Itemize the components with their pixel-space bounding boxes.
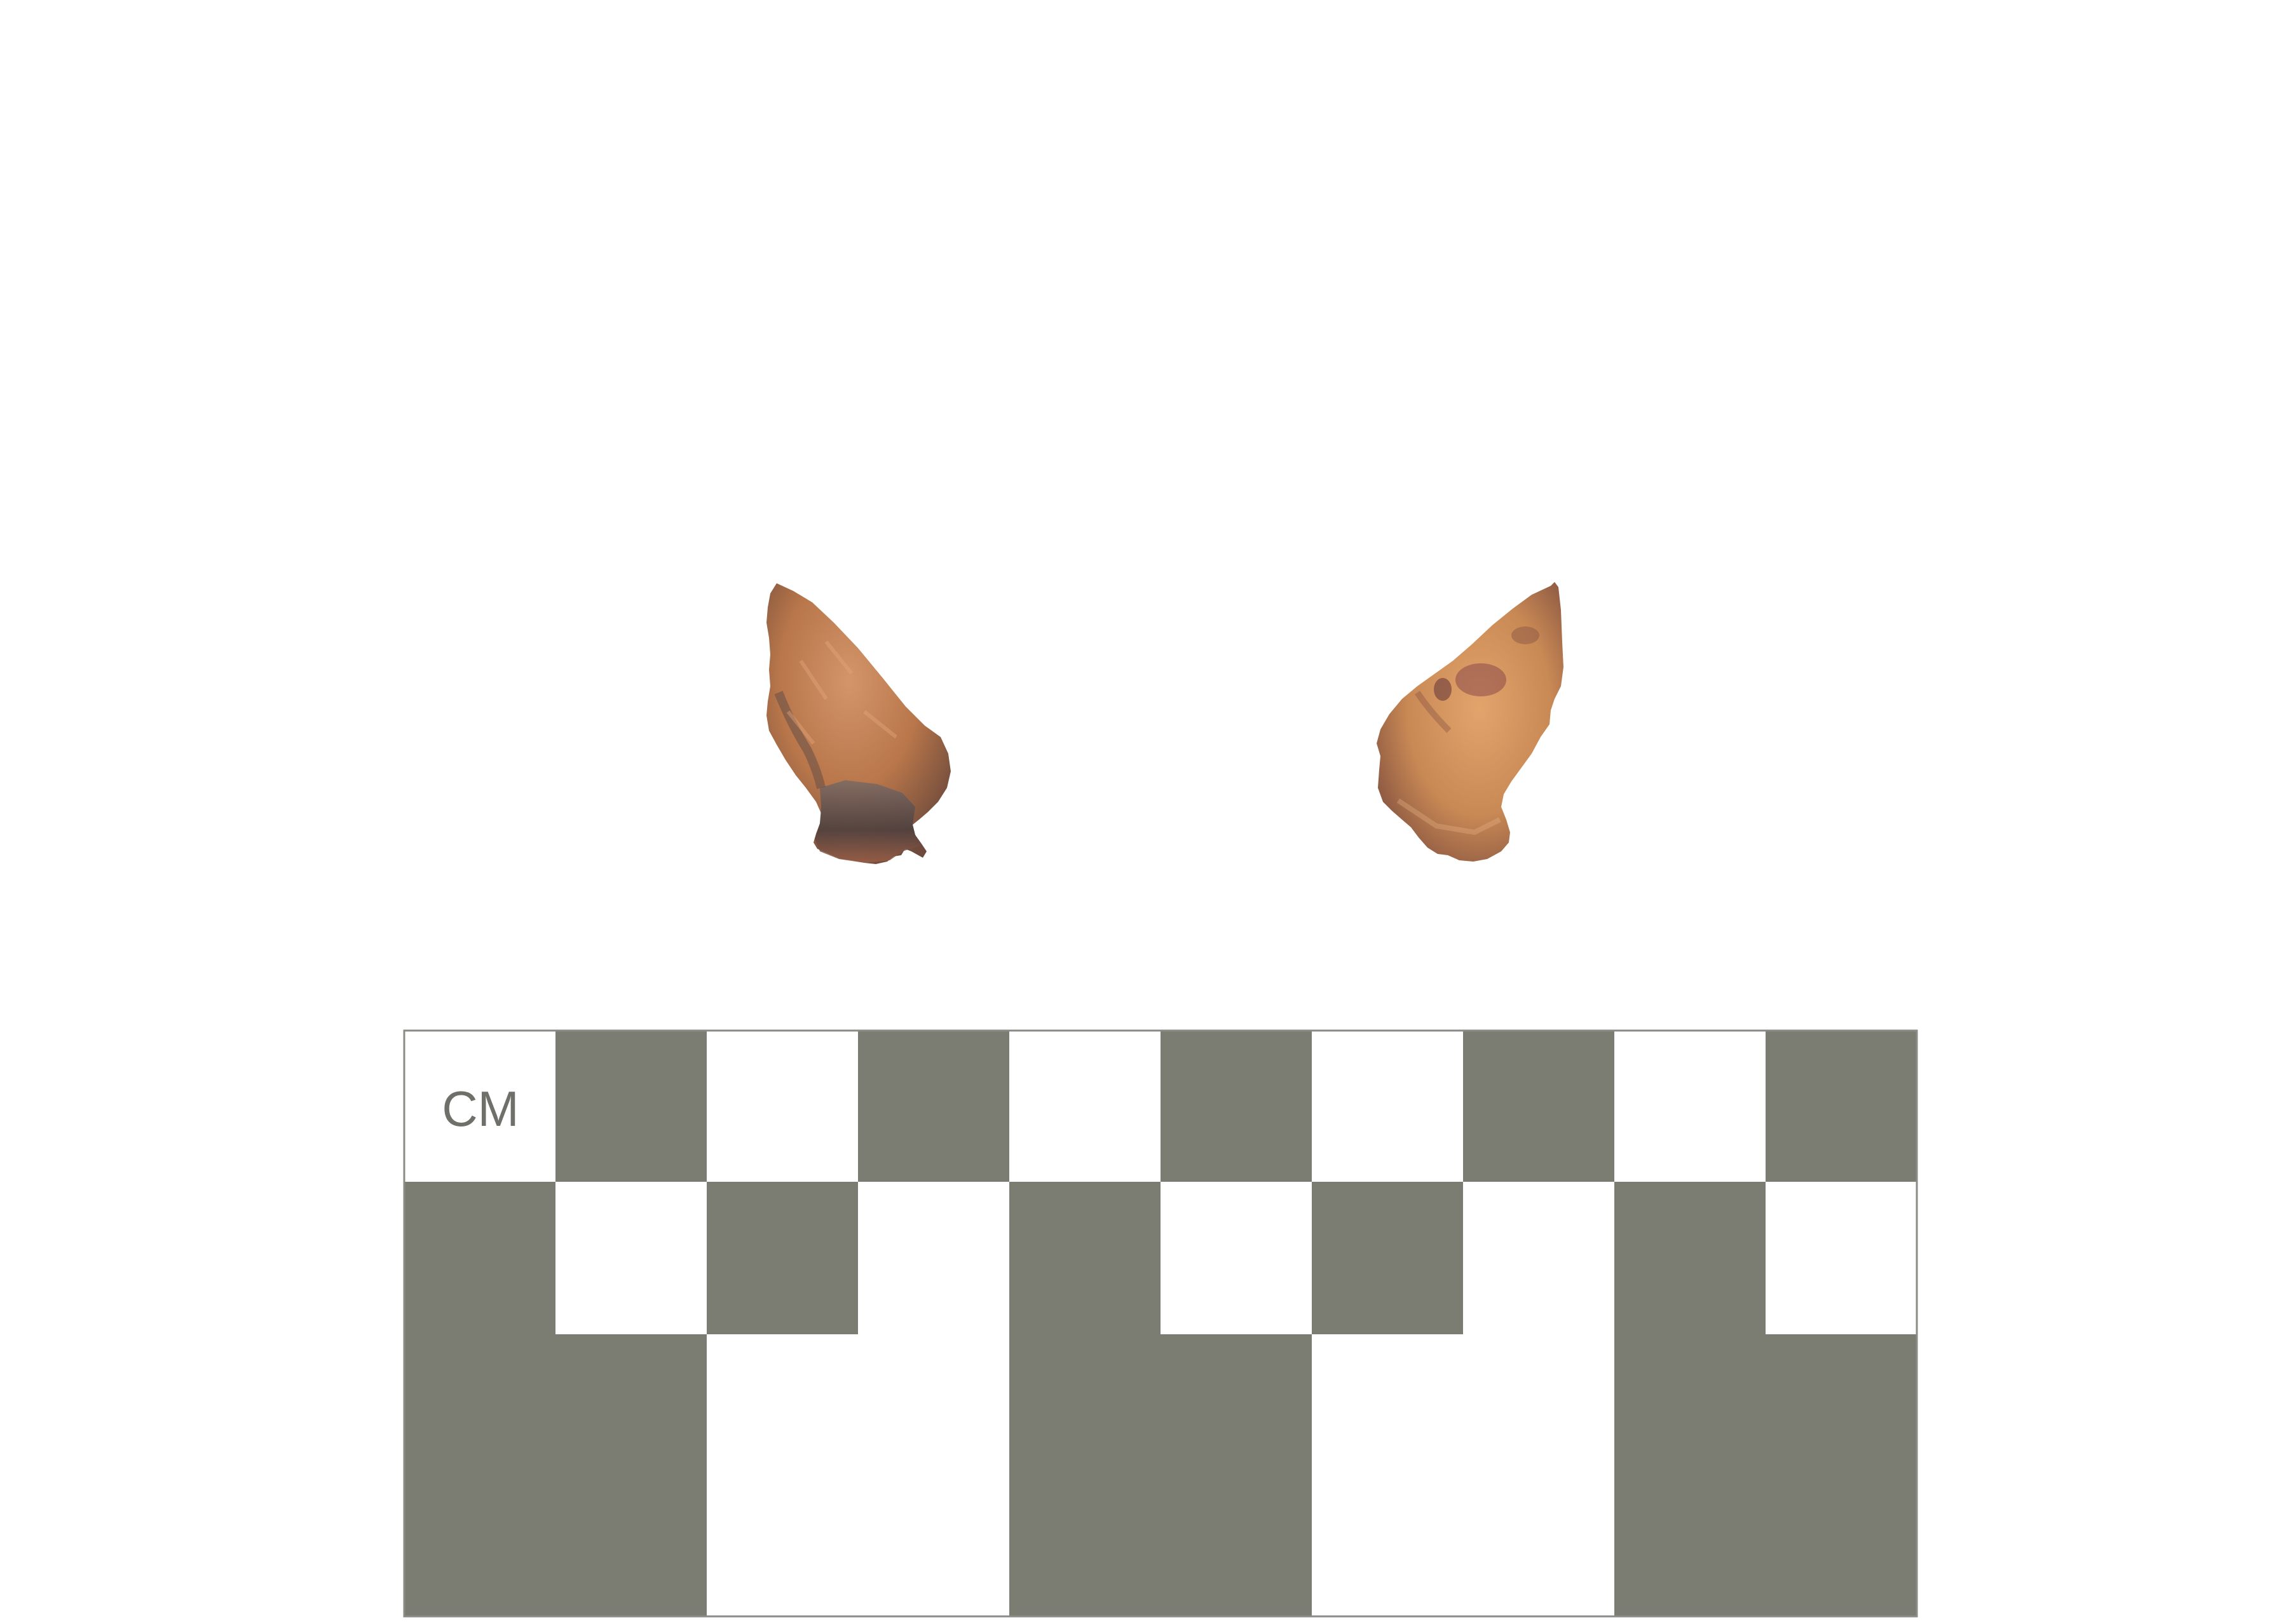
scale-cell-dark bbox=[707, 1182, 859, 1334]
scale-cell-dark bbox=[1312, 1182, 1464, 1334]
scale-cell-light bbox=[555, 1182, 707, 1334]
scale-cell-dark bbox=[1766, 1031, 1917, 1182]
scale-cell-dark bbox=[858, 1031, 1010, 1182]
scale-cell-dark bbox=[1009, 1334, 1312, 1616]
scale-cell-dark bbox=[1009, 1182, 1161, 1334]
scale-cell-light bbox=[1766, 1182, 1917, 1334]
projectile-point-ventral bbox=[1377, 582, 1563, 862]
scale-label: CM bbox=[442, 1081, 519, 1137]
scale-cell-dark bbox=[1161, 1031, 1312, 1182]
scale-cell-dark bbox=[404, 1182, 556, 1334]
scale-cell-light bbox=[707, 1334, 1010, 1616]
scale-cell-light bbox=[1161, 1182, 1312, 1334]
scale-cell-light bbox=[1009, 1031, 1161, 1182]
scale-cell-light bbox=[707, 1031, 859, 1182]
scale-cell-dark bbox=[404, 1334, 707, 1616]
scale-cell-dark bbox=[1614, 1182, 1766, 1334]
scale-cell-light bbox=[858, 1182, 1010, 1334]
projectile-point-dorsal bbox=[766, 583, 951, 864]
scale-cell-light bbox=[1312, 1031, 1464, 1182]
scale-cell-dark bbox=[1463, 1031, 1615, 1182]
scale-cell-dark bbox=[1614, 1334, 1917, 1616]
scale-cell-light bbox=[1312, 1334, 1615, 1616]
scale-cell-light bbox=[1614, 1031, 1766, 1182]
scale-cell-dark bbox=[555, 1031, 707, 1182]
scale-cell-light bbox=[404, 1031, 556, 1182]
scale-bar: CM bbox=[403, 1029, 1918, 1618]
scale-cell-light bbox=[1463, 1182, 1615, 1334]
